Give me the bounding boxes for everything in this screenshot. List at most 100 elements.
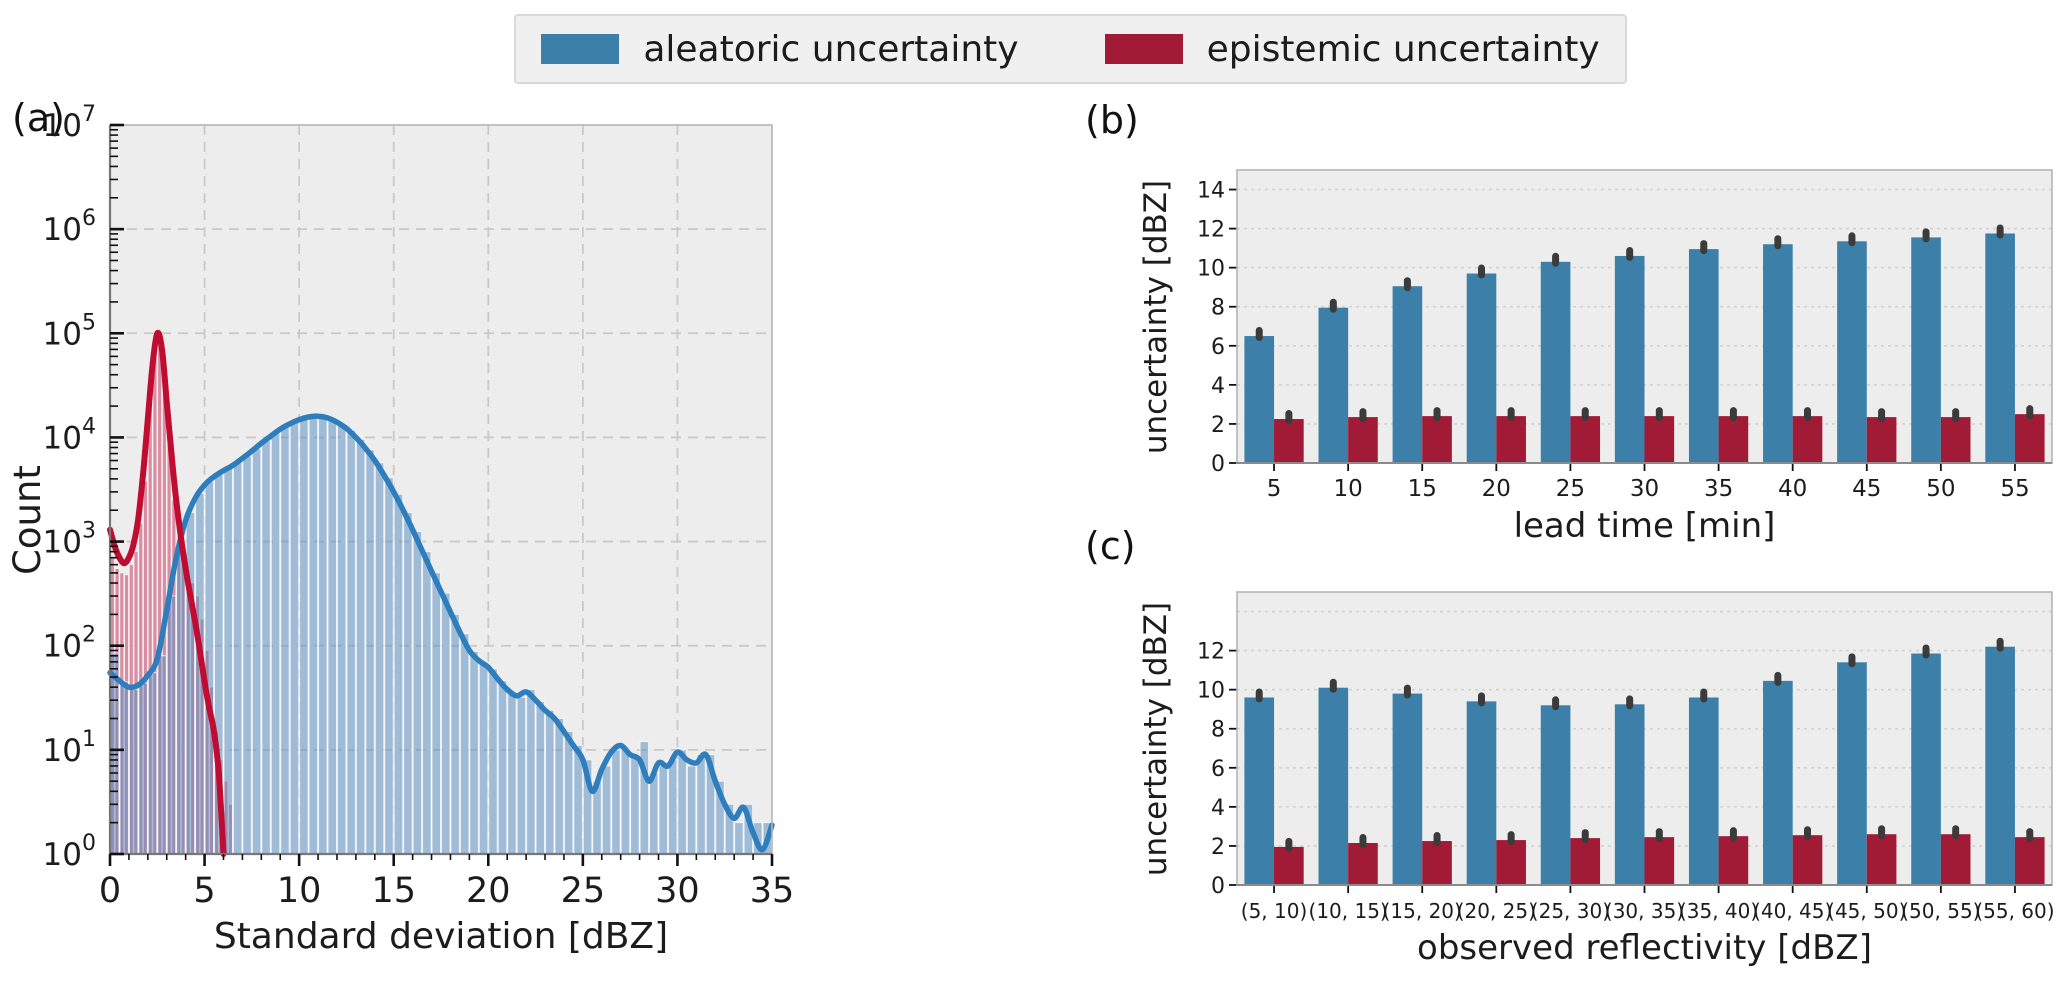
bar-aleatoric — [1614, 255, 1645, 463]
bar-aleatoric — [1837, 241, 1867, 463]
y-tick-label: 8 — [1211, 718, 1225, 743]
error-marker — [1552, 696, 1560, 711]
x-tick-label: (50, 55) — [1901, 899, 1980, 923]
error-marker — [1581, 407, 1589, 422]
hist-bar-aleatoric — [516, 696, 527, 855]
bar-epistemic — [1496, 840, 1526, 885]
error-marker — [1329, 298, 1337, 313]
x-tick-label: 55 — [2000, 476, 2029, 502]
hist-bar-aleatoric — [280, 425, 290, 855]
x-tick-label: 30 — [655, 871, 700, 911]
y-tick-label: 4 — [1211, 796, 1225, 821]
hist-bar-aleatoric — [318, 416, 328, 855]
hist-bar-aleatoric — [469, 650, 479, 855]
x-tick-label: (30, 35) — [1605, 899, 1684, 923]
x-tick-label: 40 — [1778, 476, 1807, 502]
y-tick-label: 107 — [43, 102, 96, 144]
y-tick-label: 10 — [1197, 679, 1225, 704]
x-tick-label: (15, 20) — [1383, 899, 1462, 923]
hist-bar-aleatoric — [374, 462, 385, 855]
bar-aleatoric — [1466, 701, 1497, 885]
y-tick-label: 10 — [1197, 257, 1225, 282]
bar-aleatoric — [1466, 273, 1497, 463]
hist-bar-aleatoric — [507, 691, 517, 855]
x-tick-label: 50 — [1926, 476, 1955, 502]
hist-bar-aleatoric — [497, 680, 508, 855]
bar-epistemic — [2014, 837, 2045, 885]
bar-epistemic — [1570, 838, 1601, 885]
hist-bar-aleatoric — [157, 655, 167, 855]
hist-bar-aleatoric — [261, 440, 271, 855]
x-tick-label: (35, 40) — [1679, 899, 1758, 923]
x-tick-label: 5 — [193, 871, 215, 911]
y-tick-label: 0 — [1211, 874, 1225, 899]
x-tick-label: 25 — [561, 871, 606, 911]
hist-bar-aleatoric — [346, 429, 356, 855]
error-marker — [1507, 407, 1515, 422]
x-tick-label: (25, 30) — [1531, 899, 1610, 923]
error-marker — [1433, 407, 1441, 422]
y-tick-label: 105 — [43, 310, 96, 352]
error-marker — [1804, 407, 1811, 422]
epistemic-swatch-icon — [1104, 34, 1183, 64]
bar-epistemic — [1718, 836, 1749, 885]
hist-bar-aleatoric — [384, 477, 394, 855]
error-marker — [1774, 671, 1782, 686]
error-marker — [1952, 408, 1960, 423]
hist-bar-aleatoric — [601, 765, 612, 855]
y-tick-label: 6 — [1211, 757, 1225, 782]
bar-epistemic — [1422, 841, 1452, 885]
hist-bar-aleatoric — [488, 668, 498, 855]
error-marker — [1729, 407, 1737, 422]
y-tick-label: 103 — [43, 519, 96, 561]
bar-epistemic — [1274, 846, 1304, 885]
hist-bar-aleatoric — [110, 652, 120, 855]
error-marker — [1952, 825, 1960, 840]
hist-bar-aleatoric — [535, 701, 546, 855]
hist-bar-aleatoric — [696, 754, 706, 855]
hist-bar-aleatoric — [422, 551, 432, 855]
bar-aleatoric — [1540, 705, 1571, 885]
legend: aleatoric uncertainty epistemic uncertai… — [514, 14, 1627, 84]
y-tick-label: 14 — [1197, 179, 1225, 204]
error-marker — [1507, 831, 1515, 846]
hist-bar-aleatoric — [166, 595, 177, 855]
hist-bar-aleatoric — [365, 449, 375, 855]
legend-label-epistemic: epistemic uncertainty — [1206, 28, 1600, 70]
error-marker — [1848, 232, 1856, 247]
hist-bar-aleatoric — [630, 754, 640, 855]
hist-bar-aleatoric — [355, 438, 366, 855]
bar-epistemic — [1570, 416, 1601, 463]
panel-c-chart: (5, 10) (10, 15)(15, 20)(20, 25)(25, 30)(… — [1197, 591, 2055, 923]
error-marker — [1285, 837, 1293, 852]
bar-aleatoric — [1911, 237, 1941, 463]
bar-epistemic — [1866, 834, 1897, 885]
y-tick-label: 2 — [1211, 413, 1225, 438]
y-tick-label: 101 — [43, 727, 96, 769]
error-marker — [1996, 637, 2004, 652]
hist-bar-aleatoric — [128, 688, 139, 855]
error-marker — [1922, 228, 1930, 243]
bar-epistemic — [1866, 417, 1897, 463]
bar-aleatoric — [1763, 244, 1793, 463]
x-tick-label: (5, 10) — [1241, 899, 1308, 923]
hist-bar-aleatoric — [270, 432, 281, 855]
bar-aleatoric — [1392, 286, 1423, 463]
error-marker — [1285, 410, 1293, 425]
hist-bar-aleatoric — [554, 718, 564, 855]
y-tick-label: 102 — [43, 623, 96, 665]
hist-bar-aleatoric — [299, 417, 309, 855]
bar-aleatoric — [1318, 307, 1349, 463]
hist-bar-aleatoric — [412, 530, 423, 855]
hist-bar-aleatoric — [147, 672, 158, 855]
error-marker — [1804, 826, 1811, 841]
panel-a-x-axis-title: Standard deviation [dBZ] — [213, 916, 669, 957]
hist-bar-aleatoric — [734, 822, 744, 855]
error-marker — [1729, 827, 1737, 842]
error-marker — [1996, 224, 2004, 239]
hist-bar-aleatoric — [251, 448, 262, 855]
bar-epistemic — [1422, 416, 1452, 463]
hist-bar-aleatoric — [563, 731, 574, 855]
error-marker — [1878, 825, 1886, 840]
